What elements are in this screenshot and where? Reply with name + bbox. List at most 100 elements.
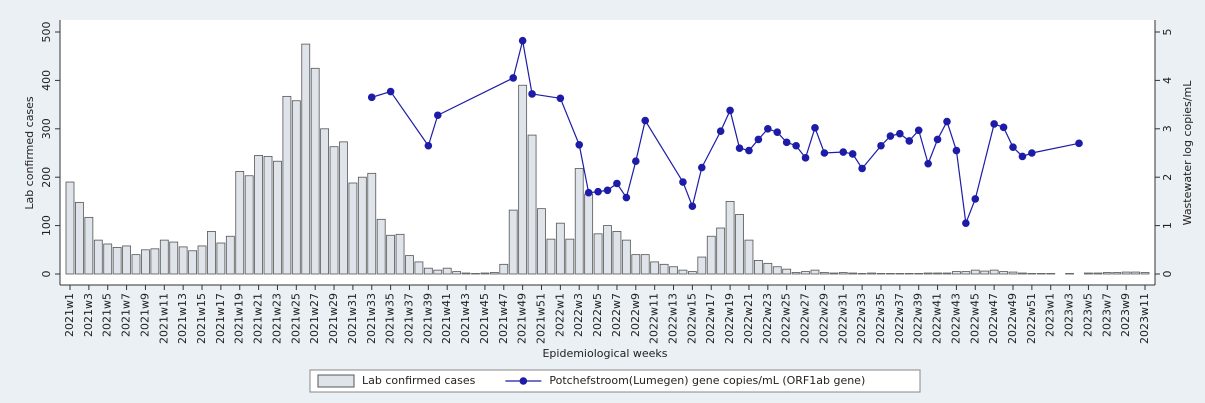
line-marker xyxy=(933,135,942,144)
bar xyxy=(235,170,245,275)
y2-tick-label: 4 xyxy=(1161,77,1174,84)
bar xyxy=(1102,272,1112,275)
bar xyxy=(178,246,188,275)
line-marker xyxy=(952,146,961,155)
x-tick-label: 2021w15 xyxy=(195,293,208,344)
bar xyxy=(942,272,952,275)
line-marker xyxy=(886,132,895,140)
line-marker xyxy=(1018,152,1027,161)
x-tick-label: 2022w19 xyxy=(723,293,736,344)
bar xyxy=(1084,272,1093,275)
x-tick-label: 2021w11 xyxy=(157,293,170,344)
legend-box xyxy=(309,369,921,393)
x-tick-label: 2023w1 xyxy=(1044,293,1057,337)
line-segment xyxy=(974,123,995,200)
line-marker xyxy=(584,188,593,197)
line-marker xyxy=(518,36,527,45)
line-marker xyxy=(698,163,706,172)
bar xyxy=(706,235,716,275)
bar xyxy=(442,267,452,275)
bar xyxy=(207,231,216,275)
bar xyxy=(980,270,990,275)
x-tick-label: 2021w31 xyxy=(346,293,359,344)
bar xyxy=(829,272,839,275)
bar xyxy=(197,245,207,275)
bar xyxy=(1008,271,1018,275)
bar xyxy=(254,155,264,275)
bar xyxy=(801,271,810,275)
x-tick-label: 2023w11 xyxy=(1138,293,1151,344)
line-marker xyxy=(556,94,565,103)
line-marker xyxy=(820,149,829,157)
line-segment xyxy=(691,167,703,207)
x-tick-label: 2022w1 xyxy=(553,293,566,337)
x-tick-label: 2022w11 xyxy=(648,293,661,344)
bar xyxy=(640,254,650,275)
x-tick-label: 2022w17 xyxy=(704,293,717,344)
x-tick-label: 2022w13 xyxy=(667,293,680,344)
x-tick-label: 2022w9 xyxy=(629,293,642,337)
line-segment xyxy=(701,130,722,168)
line-marker xyxy=(811,124,819,132)
x-tick-label: 2021w47 xyxy=(497,293,510,344)
line-segment xyxy=(625,161,637,198)
bar xyxy=(631,254,641,275)
line-segment xyxy=(729,110,741,149)
bar xyxy=(499,263,509,275)
y-axis-title: Lab confirmed cases xyxy=(23,96,36,210)
x-tick-label: 2022w51 xyxy=(1025,293,1038,344)
line-segment xyxy=(578,144,590,193)
line-segment xyxy=(522,40,533,95)
bar xyxy=(131,254,141,275)
bar xyxy=(820,272,829,275)
line-marker xyxy=(716,127,725,136)
bar xyxy=(122,245,131,275)
bar xyxy=(810,269,820,275)
line-marker xyxy=(594,187,602,196)
x-tick-label: 2021w35 xyxy=(384,293,397,344)
line-marker xyxy=(386,87,395,96)
bar xyxy=(593,233,603,275)
x-tick-label: 2021w43 xyxy=(459,293,472,344)
bar xyxy=(489,272,499,275)
bar xyxy=(348,182,358,275)
x-tick-label: 2022w21 xyxy=(742,293,755,344)
line-segment xyxy=(861,145,882,169)
line-segment xyxy=(918,130,929,164)
legend-label: Potchefstroom(Lumegen) gene copies/mL (O… xyxy=(549,374,865,387)
line-marker xyxy=(971,195,980,203)
line-segment xyxy=(927,139,939,164)
bar xyxy=(612,231,622,275)
bar xyxy=(659,263,669,275)
bar xyxy=(329,146,339,275)
bar xyxy=(188,250,197,275)
bar xyxy=(282,95,292,275)
x-tick-label: 2021w39 xyxy=(421,293,434,344)
bar xyxy=(339,141,348,275)
bar xyxy=(405,255,414,275)
bar xyxy=(75,201,84,275)
bar xyxy=(461,272,471,275)
legend-label: Lab confirmed cases xyxy=(362,374,476,387)
x-tick-label: 2021w29 xyxy=(327,293,340,344)
line-marker xyxy=(839,148,848,156)
bar xyxy=(480,272,490,275)
line-marker xyxy=(848,150,857,158)
y-tick-label: 400 xyxy=(40,70,53,91)
bar xyxy=(848,272,858,275)
x-tick-label: 2022w27 xyxy=(799,293,812,344)
bar xyxy=(537,208,546,275)
bar xyxy=(310,67,320,275)
bar xyxy=(1121,271,1131,275)
line-marker xyxy=(632,157,640,166)
bar xyxy=(518,84,528,275)
x-tick-label: 2022w15 xyxy=(685,293,698,344)
line-segment xyxy=(682,181,693,207)
line-marker xyxy=(367,93,376,102)
bar xyxy=(791,272,801,275)
bar xyxy=(1093,272,1103,275)
bar xyxy=(1018,272,1027,275)
bar xyxy=(669,266,678,275)
bar xyxy=(527,134,537,275)
